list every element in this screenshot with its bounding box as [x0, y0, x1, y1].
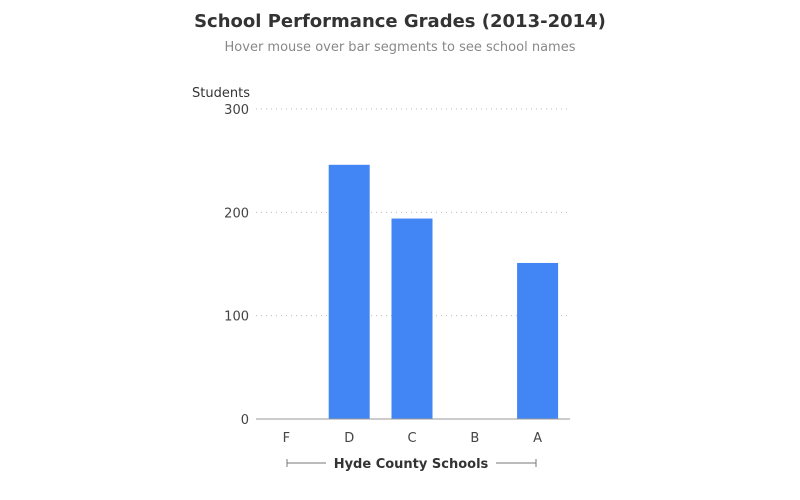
bar-A[interactable] [517, 262, 559, 419]
bar-C[interactable] [391, 218, 433, 419]
y-tick-label: 300 [224, 103, 249, 118]
y-tick-labels: 0 100 200 300 [224, 103, 249, 428]
y-axis-label: Students [192, 86, 250, 101]
x-axis-label: Hyde County Schools [334, 457, 489, 472]
y-tick-label: 200 [224, 206, 249, 221]
x-axis-caption-group: Hyde County Schools [286, 457, 537, 472]
x-tick-label: F [283, 431, 290, 446]
x-tick-label: C [407, 431, 416, 446]
y-tick-label: 100 [224, 310, 249, 325]
y-tick-label: 0 [241, 413, 249, 428]
bars [328, 164, 559, 419]
chart-title: School Performance Grades (2013-2014) [194, 11, 606, 32]
bar-D[interactable] [328, 164, 370, 419]
chart-subtitle: Hover mouse over bar segments to see sch… [225, 40, 576, 55]
x-tick-label: D [344, 431, 354, 446]
x-tick-label: A [533, 431, 542, 446]
x-tick-label: B [470, 431, 479, 446]
